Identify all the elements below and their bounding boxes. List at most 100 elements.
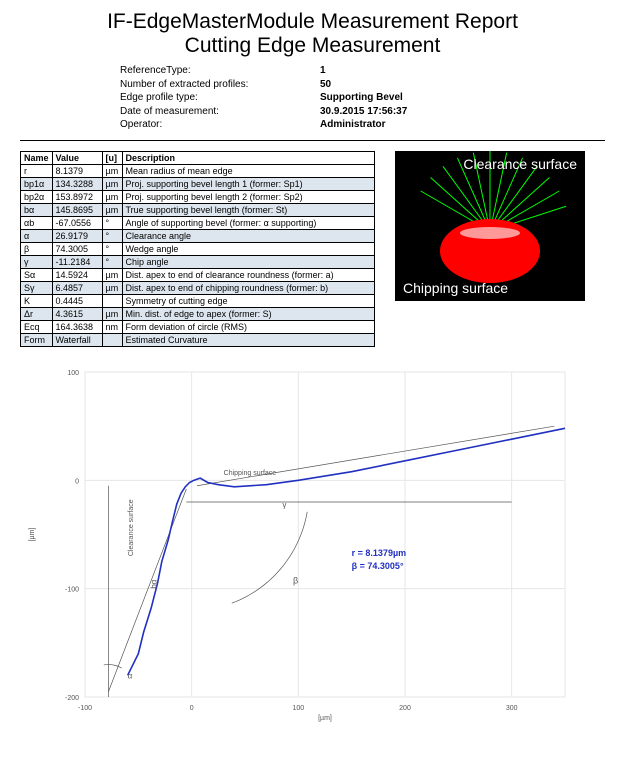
table-cell: µm <box>102 268 122 281</box>
table-cell: ° <box>102 255 122 268</box>
table-cell: 74.3005 <box>52 242 102 255</box>
table-cell: ° <box>102 242 122 255</box>
table-cell: µm <box>102 190 122 203</box>
table-cell: Angle of supporting bevel (former: α sup… <box>122 216 374 229</box>
table-cell: 164.3638 <box>52 320 102 333</box>
table-row: K0.4445 Symmetry of cutting edge <box>21 294 375 307</box>
svg-text:-200: -200 <box>65 695 79 702</box>
svg-text:0: 0 <box>190 705 194 712</box>
table-cell: bp2α <box>21 190 53 203</box>
svg-text:-100: -100 <box>78 705 92 712</box>
table-row: αb-67.0556°Angle of supporting bevel (fo… <box>21 216 375 229</box>
table-cell: µm <box>102 203 122 216</box>
table-cell: bp1α <box>21 177 53 190</box>
viz-label-clearance: Clearance surface <box>463 156 577 172</box>
table-row: bp2α153.8972µmProj. supporting bevel len… <box>21 190 375 203</box>
table-cell: µm <box>102 307 122 320</box>
table-cell <box>102 333 122 346</box>
table-cell: 8.1379 <box>52 164 102 177</box>
svg-text:100: 100 <box>292 705 304 712</box>
table-cell: -11.2184 <box>52 255 102 268</box>
table-cell: Waterfall <box>52 333 102 346</box>
table-cell: Dist. apex to end of clearance roundness… <box>122 268 374 281</box>
table-cell: Proj. supporting bevel length 1 (former:… <box>122 177 374 190</box>
surface-viz: Clearance surface Chipping surface <box>395 151 585 301</box>
meta-value: 30.9.2015 17:56:37 <box>320 105 407 119</box>
table-cell: µm <box>102 281 122 294</box>
meta-label: Number of extracted profiles: <box>120 78 320 92</box>
table-header: [u] <box>102 151 122 164</box>
table-row: α26.9179°Clearance angle <box>21 229 375 242</box>
svg-text:bα: bα <box>149 579 158 588</box>
table-cell: Ecq <box>21 320 53 333</box>
table-cell: Sγ <box>21 281 53 294</box>
table-cell: nm <box>102 320 122 333</box>
meta-value: 50 <box>320 78 331 92</box>
svg-text:β: β <box>293 575 298 585</box>
table-row: Sγ6.4857µmDist. apex to end of chipping … <box>21 281 375 294</box>
svg-text:r = 8.1379µm: r = 8.1379µm <box>352 548 406 558</box>
table-row: Ecq164.3638nmForm deviation of circle (R… <box>21 320 375 333</box>
table-cell: ° <box>102 216 122 229</box>
svg-text:100: 100 <box>67 370 79 377</box>
svg-text:Chipping surface: Chipping surface <box>224 469 277 476</box>
svg-text:300: 300 <box>506 705 518 712</box>
table-cell: 134.3288 <box>52 177 102 190</box>
table-cell: Symmetry of cutting edge <box>122 294 374 307</box>
svg-text:[µm]: [µm] <box>318 715 332 722</box>
table-cell: 26.9179 <box>52 229 102 242</box>
table-cell: µm <box>102 177 122 190</box>
table-cell: 145.8695 <box>52 203 102 216</box>
table-cell: 153.8972 <box>52 190 102 203</box>
svg-text:α: α <box>128 671 133 680</box>
viz-label-chipping: Chipping surface <box>403 280 508 296</box>
svg-text:β = 74.3005°: β = 74.3005° <box>352 561 404 571</box>
svg-text:[µm]: [µm] <box>29 527 36 541</box>
table-cell: µm <box>102 164 122 177</box>
svg-text:γ: γ <box>282 500 286 509</box>
table-header: Value <box>52 151 102 164</box>
table-header: Description <box>122 151 374 164</box>
table-cell: Min. dist. of edge to apex (former: S) <box>122 307 374 320</box>
table-cell: True supporting bevel length (former: St… <box>122 203 374 216</box>
table-cell: 6.4857 <box>52 281 102 294</box>
table-cell: Δr <box>21 307 53 320</box>
meta-value: 1 <box>320 64 326 78</box>
meta-label: Date of measurement: <box>120 105 320 119</box>
table-cell: Mean radius of mean edge <box>122 164 374 177</box>
table-cell: 4.3615 <box>52 307 102 320</box>
table-cell: 14.5924 <box>52 268 102 281</box>
table-cell: Chip angle <box>122 255 374 268</box>
meta-value: Supporting Bevel <box>320 91 403 105</box>
measurement-table: NameValue[u]Description r8.1379µmMean ra… <box>20 151 375 347</box>
table-cell: αb <box>21 216 53 229</box>
table-cell <box>102 294 122 307</box>
table-row: r8.1379µmMean radius of mean edge <box>21 164 375 177</box>
report-title-1: IF-EdgeMasterModule Measurement Report <box>20 10 605 34</box>
meta-label: ReferenceType: <box>120 64 320 78</box>
table-row: β74.3005°Wedge angle <box>21 242 375 255</box>
table-cell: Dist. apex to end of chipping roundness … <box>122 281 374 294</box>
table-row: FormWaterfallEstimated Curvature <box>21 333 375 346</box>
meta-label: Edge profile type: <box>120 91 320 105</box>
table-cell: α <box>21 229 53 242</box>
table-row: Δr4.3615µmMin. dist. of edge to apex (fo… <box>21 307 375 320</box>
meta-value: Administrator <box>320 118 386 132</box>
table-cell: Proj. supporting bevel length 2 (former:… <box>122 190 374 203</box>
table-cell: Estimated Curvature <box>122 333 374 346</box>
table-header: Name <box>21 151 53 164</box>
table-cell: β <box>21 242 53 255</box>
svg-text:-100: -100 <box>65 586 79 593</box>
table-cell: 0.4445 <box>52 294 102 307</box>
table-cell: γ <box>21 255 53 268</box>
table-cell: Clearance angle <box>122 229 374 242</box>
table-cell: ° <box>102 229 122 242</box>
table-cell: Wedge angle <box>122 242 374 255</box>
table-cell: -67.0556 <box>52 216 102 229</box>
table-cell: bα <box>21 203 53 216</box>
report-title-2: Cutting Edge Measurement <box>20 34 605 58</box>
svg-text:Clearance surface: Clearance surface <box>128 499 135 556</box>
svg-text:0: 0 <box>75 478 79 485</box>
table-cell: K <box>21 294 53 307</box>
table-cell: r <box>21 164 53 177</box>
